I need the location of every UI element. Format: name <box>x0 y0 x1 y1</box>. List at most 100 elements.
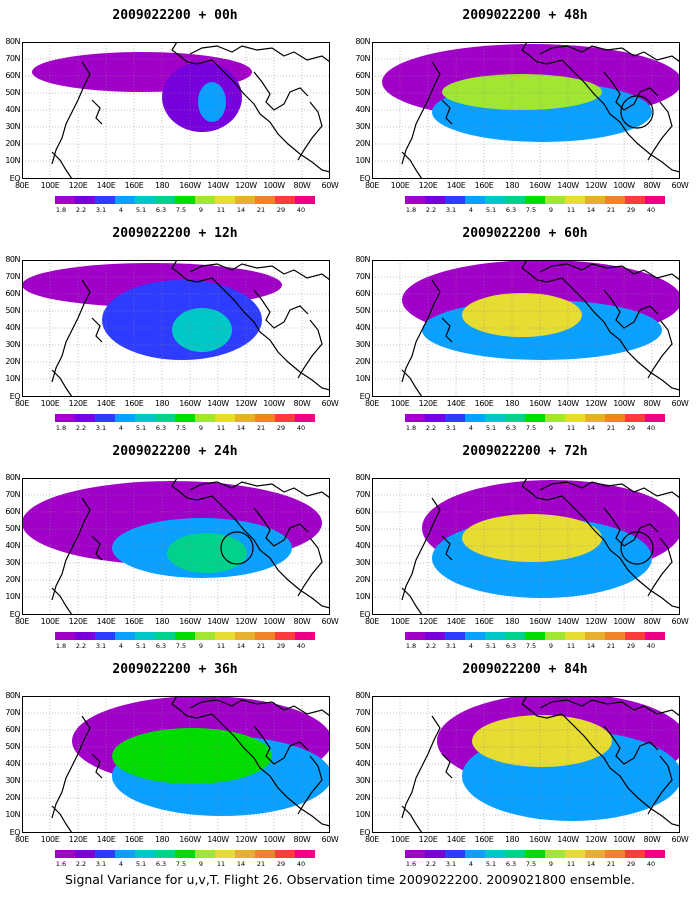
panel-title: 2009022200 + 12h <box>112 226 238 241</box>
colorbar-label: 11 <box>566 642 576 650</box>
x-tick-label: 120W <box>585 617 607 626</box>
colorbar-swatch <box>585 850 605 858</box>
colorbar-swatch <box>605 850 625 858</box>
colorbar-label: 6.3 <box>505 860 517 868</box>
colorbar-swatch <box>275 414 295 422</box>
coastline <box>539 699 680 717</box>
x-tick-label: 80W <box>643 617 661 626</box>
colorbar-swatch <box>425 850 445 858</box>
colorbar-label: 3.1 <box>95 206 107 214</box>
colorbar-label: 9 <box>198 424 204 432</box>
colorbar-label: 11 <box>216 642 226 650</box>
plot-frame <box>372 696 680 833</box>
colorbar-swatch <box>75 414 95 422</box>
colorbar <box>405 632 665 640</box>
colorbar-label: 9 <box>548 206 554 214</box>
colorbar-label: 40 <box>646 642 656 650</box>
x-tick-label: 120E <box>68 617 88 626</box>
colorbar-swatch <box>295 850 315 858</box>
y-tick-label: 30N <box>355 122 370 131</box>
x-tick-label: 80E <box>364 617 380 626</box>
colorbar-label: 11 <box>566 206 576 214</box>
colorbar-label: 1.8 <box>405 424 417 432</box>
colorbar-label: 14 <box>586 424 596 432</box>
x-tick-label: 60W <box>321 399 339 408</box>
x-tick-label: 160W <box>529 835 551 844</box>
x-tick-label: 160E <box>474 617 494 626</box>
colorbar-label: 4 <box>468 642 474 650</box>
y-tick-label: 80N <box>5 473 20 482</box>
colorbar-swatch <box>235 632 255 640</box>
colorbar-label: 21 <box>606 424 616 432</box>
y-tick-label: 40N <box>355 105 370 114</box>
colorbar-label: 6.3 <box>155 860 167 868</box>
x-tick-label: 180 <box>504 399 520 408</box>
y-tick-label: 20N <box>355 575 370 584</box>
coastline <box>441 99 453 125</box>
y-tick-label: 80N <box>5 37 20 46</box>
y-tick-label: 50N <box>355 88 370 97</box>
colorbar-swatch <box>195 850 215 858</box>
colorbar-swatch <box>195 632 215 640</box>
colorbar-swatch <box>545 632 565 640</box>
colorbar-swatch <box>95 850 115 858</box>
colorbar <box>405 850 665 858</box>
colorbar-swatch <box>215 414 235 422</box>
x-tick-label: 100W <box>613 399 635 408</box>
colorbar-label: 21 <box>606 206 616 214</box>
colorbar-swatch <box>465 632 485 640</box>
colorbar-label: 7.5 <box>175 642 187 650</box>
x-tick-label: 100E <box>390 835 410 844</box>
coastline <box>51 715 91 819</box>
x-tick-label: 180 <box>154 399 170 408</box>
y-tick-label: EQ <box>359 610 371 619</box>
colorbar-swatch <box>405 632 425 640</box>
chart-panel: 2009022200 + 24h 80N 70N 60N 50N 40N 30N 20N 10N… <box>0 436 350 654</box>
y-tick-label: 20N <box>355 793 370 802</box>
coastline <box>401 805 423 833</box>
y-tick-label: EQ <box>359 174 371 183</box>
x-tick-label: 60W <box>671 835 689 844</box>
colorbar-label: 6.3 <box>505 206 517 214</box>
colorbar-label: 2.2 <box>75 860 87 868</box>
coastline <box>189 699 330 717</box>
x-tick-label: 180 <box>504 835 520 844</box>
x-tick-label: 140E <box>96 399 116 408</box>
colorbar-label: 29 <box>276 424 286 432</box>
colorbar-label: 14 <box>236 642 246 650</box>
y-tick-label: 30N <box>5 558 20 567</box>
colorbar-label: 4 <box>118 206 124 214</box>
colorbar <box>55 196 315 204</box>
coastline <box>401 151 423 179</box>
colorbar-label: 11 <box>566 860 576 868</box>
panel-title: 2009022200 + 00h <box>112 8 238 23</box>
x-tick-label: 80E <box>14 399 30 408</box>
colorbar-swatch <box>135 196 155 204</box>
y-tick-label: 60N <box>355 507 370 516</box>
y-tick-label: 70N <box>5 490 20 499</box>
coastline <box>189 45 330 63</box>
y-tick-label: 80N <box>355 37 370 46</box>
colorbar-swatch <box>55 632 75 640</box>
colorbar-label: 1.8 <box>55 424 67 432</box>
colorbar-swatch <box>545 196 565 204</box>
colorbar-swatch <box>275 196 295 204</box>
coastline <box>401 715 441 819</box>
colorbar-swatch <box>645 850 665 858</box>
coastline <box>51 279 91 383</box>
y-tick-label: 80N <box>5 691 20 700</box>
colorbar-label: 9 <box>548 860 554 868</box>
colorbar-label: 7.5 <box>525 206 537 214</box>
x-tick-label: 140E <box>96 617 116 626</box>
colorbar-label: 7.5 <box>175 206 187 214</box>
colorbar-swatch <box>625 196 645 204</box>
colorbar-label: 5.1 <box>485 860 497 868</box>
colorbar-label: 29 <box>626 206 636 214</box>
colorbar-swatch <box>295 414 315 422</box>
coastline <box>171 260 330 391</box>
y-tick-label: 70N <box>5 272 20 281</box>
x-tick-label: 160E <box>474 835 494 844</box>
colorbar <box>55 850 315 858</box>
x-tick-label: 100W <box>613 835 635 844</box>
colorbar-label: 14 <box>586 860 596 868</box>
